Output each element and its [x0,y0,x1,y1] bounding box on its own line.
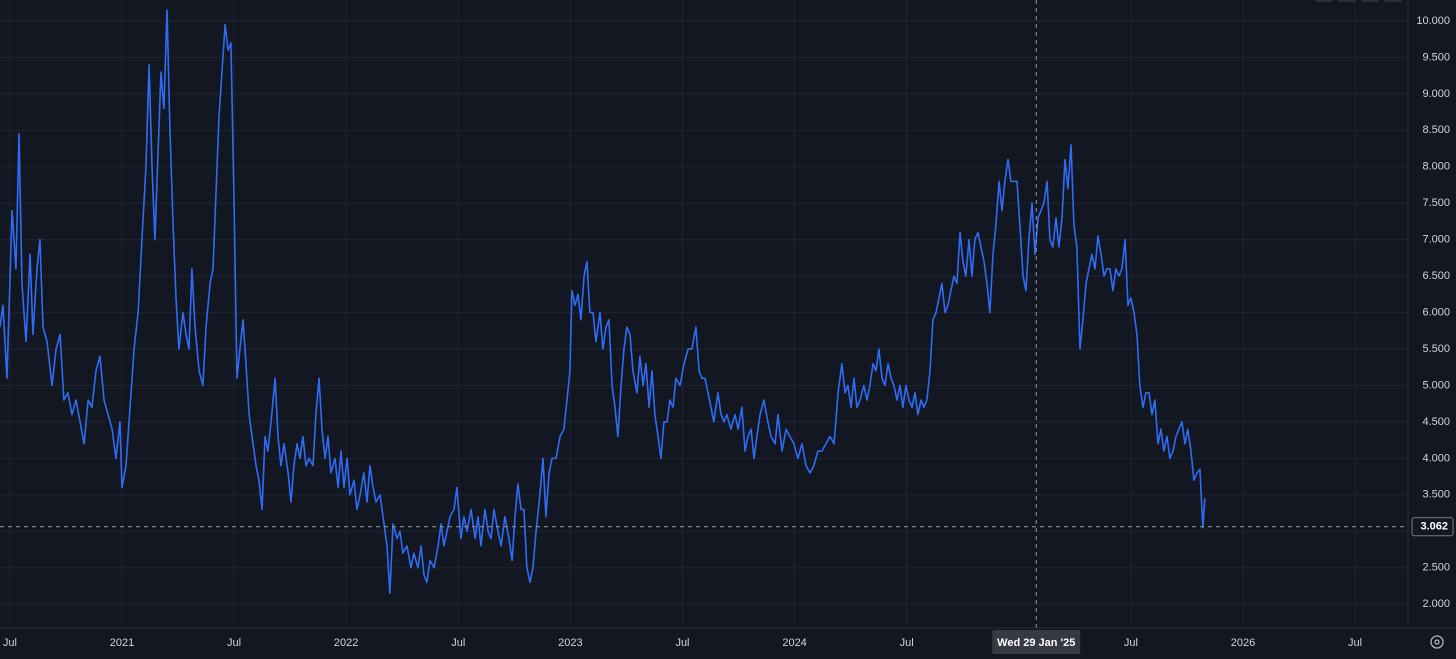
y-tick-label: 6.500 [1422,270,1450,282]
x-tick-label: Jul [451,637,465,649]
x-tick-label: 2023 [558,637,582,649]
settings-icon-center[interactable] [1434,639,1440,645]
y-tick-label: 2.500 [1422,562,1450,574]
crosshair-x-label: Wed 29 Jan '25 [997,637,1075,649]
x-tick-label: Jul [675,637,689,649]
settings-icon-ring[interactable] [1430,635,1444,649]
x-tick-label: 2024 [782,637,806,649]
y-tick-label: 5.500 [1422,343,1450,355]
crosshair-x-label-box [992,630,1081,654]
toolbar-button[interactable] [1315,0,1333,2]
toolbar-button[interactable] [1338,0,1356,2]
plot-area [0,0,1408,628]
x-tick-label: Jul [1124,637,1138,649]
x-tick-label: 2026 [1231,637,1255,649]
y-tick-label: 7.000 [1422,234,1450,246]
y-tick-label: 9.000 [1422,88,1450,100]
x-tick-label: Jul [900,637,914,649]
y-tick-label: 3.500 [1422,489,1450,501]
x-tick-label: 2021 [110,637,134,649]
y-tick-label: 5.000 [1422,379,1450,391]
toolbar-button[interactable] [1384,0,1402,2]
y-tick-label: 8.000 [1422,161,1450,173]
x-tick-label: Jul [1348,637,1362,649]
y-tick-label: 2.000 [1422,598,1450,610]
y-tick-label: 6.000 [1422,306,1450,318]
x-tick-label: Jul [227,637,241,649]
crosshair-y-label: 3.062 [1420,521,1448,533]
data-line [0,9,1206,595]
x-tick-label: Jul [3,637,17,649]
x-tick-label: 2022 [334,637,358,649]
y-tick-label: 10.000 [1416,15,1450,27]
settings-icon[interactable] [1430,635,1444,649]
axes: 2.0002.5003.0003.5004.0004.5005.0005.500… [3,15,1454,654]
y-tick-label: 4.000 [1422,452,1450,464]
crosshair-y-label-box [1411,517,1454,537]
y-tick-label: 4.500 [1422,416,1450,428]
y-tick-label: 7.500 [1422,197,1450,209]
y-tick-label: 8.500 [1422,124,1450,136]
toolbar-button[interactable] [1361,0,1379,2]
y-tick-label: 9.500 [1422,51,1450,63]
toolbar-buttons[interactable] [1315,0,1402,2]
